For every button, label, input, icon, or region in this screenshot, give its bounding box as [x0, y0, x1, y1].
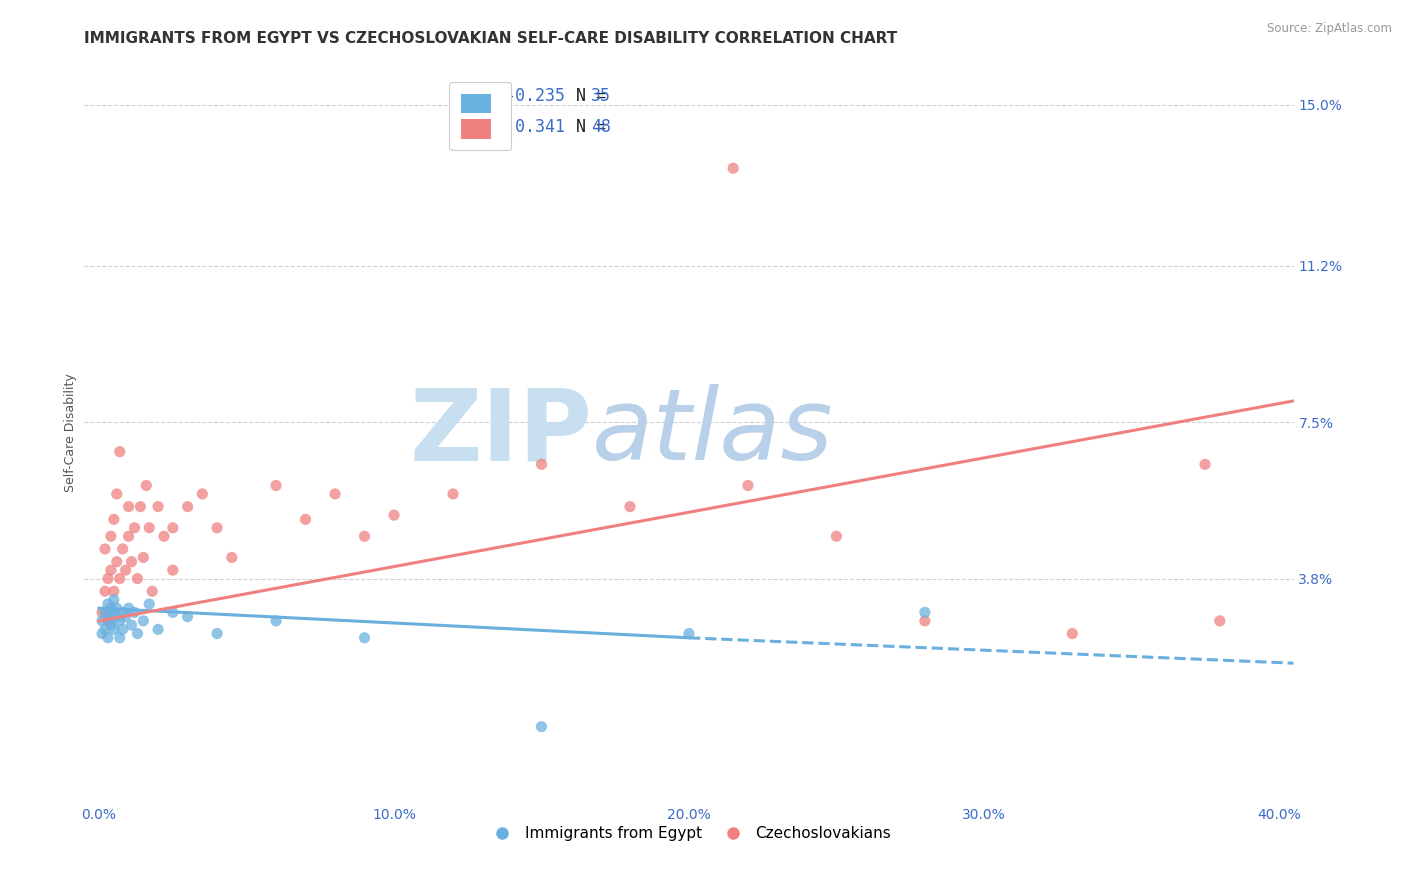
Point [91, 606, 114, 620]
Point [97, 597, 120, 611]
Point [294, 512, 316, 526]
Point [117, 529, 139, 543]
Legend: Immigrants from Egypt, Czechoslovakians: Immigrants from Egypt, Czechoslovakians [481, 820, 897, 847]
Point [105, 609, 128, 624]
Point [141, 584, 163, 599]
Point [153, 529, 176, 543]
Point [127, 626, 149, 640]
Point [205, 626, 228, 640]
Y-axis label: Self-Care Disability: Self-Care Disability [65, 373, 77, 492]
Point [108, 614, 131, 628]
Point [146, 623, 169, 637]
Point [1209, 614, 1232, 628]
Point [914, 606, 936, 620]
Point [353, 631, 375, 645]
Point [441, 487, 464, 501]
Point [114, 609, 136, 624]
Point [97, 609, 120, 624]
Point [825, 529, 848, 543]
Point [97, 614, 120, 628]
Point [111, 541, 134, 556]
Point [264, 614, 287, 628]
Point [100, 563, 122, 577]
Point [121, 618, 143, 632]
Point [91, 614, 114, 628]
Text: ZIP: ZIP [409, 384, 592, 481]
Point [129, 500, 152, 514]
Point [162, 521, 184, 535]
Point [100, 529, 122, 543]
Point [117, 601, 139, 615]
Point [530, 720, 553, 734]
Text: atlas: atlas [592, 384, 834, 481]
Point [97, 572, 120, 586]
Point [162, 563, 184, 577]
Point [127, 572, 149, 586]
Point [94, 623, 117, 637]
Point [105, 601, 128, 615]
Text: N =: N = [555, 118, 616, 136]
Text: 0.341: 0.341 [505, 118, 565, 136]
Point [105, 555, 128, 569]
Text: -0.235: -0.235 [505, 87, 565, 105]
Point [111, 606, 134, 620]
Text: Source: ZipAtlas.com: Source: ZipAtlas.com [1267, 22, 1392, 36]
Text: N =: N = [555, 87, 616, 105]
Point [162, 606, 184, 620]
Text: 48: 48 [591, 118, 612, 136]
Point [94, 541, 117, 556]
Point [103, 592, 125, 607]
Point [121, 555, 143, 569]
Point [111, 623, 134, 637]
Point [103, 512, 125, 526]
Point [124, 521, 146, 535]
Point [94, 584, 117, 599]
Point [117, 500, 139, 514]
Text: 35: 35 [591, 87, 612, 105]
Point [91, 626, 114, 640]
Point [323, 487, 346, 501]
Point [103, 606, 125, 620]
Point [108, 631, 131, 645]
Point [114, 563, 136, 577]
Text: IMMIGRANTS FROM EGYPT VS CZECHOSLOVAKIAN SELF-CARE DISABILITY CORRELATION CHART: IMMIGRANTS FROM EGYPT VS CZECHOSLOVAKIAN… [84, 31, 897, 46]
Point [146, 500, 169, 514]
Point [737, 478, 759, 492]
Point [382, 508, 405, 522]
Point [1194, 458, 1216, 472]
Point [132, 550, 155, 565]
Point [914, 614, 936, 628]
Point [264, 478, 287, 492]
Point [138, 521, 160, 535]
Point [105, 487, 128, 501]
Point [108, 444, 131, 458]
Text: R =: R = [478, 118, 517, 136]
Point [94, 606, 117, 620]
Point [619, 500, 641, 514]
Point [108, 572, 131, 586]
Point [1062, 626, 1084, 640]
Point [135, 478, 157, 492]
Point [191, 487, 214, 501]
Point [176, 500, 198, 514]
Point [353, 529, 375, 543]
Point [97, 631, 120, 645]
Point [100, 618, 122, 632]
Point [132, 614, 155, 628]
Point [530, 458, 553, 472]
Point [221, 550, 243, 565]
Point [678, 626, 700, 640]
Text: R =: R = [478, 87, 517, 105]
Point [124, 606, 146, 620]
Point [138, 597, 160, 611]
Point [205, 521, 228, 535]
Point [103, 584, 125, 599]
Point [176, 609, 198, 624]
Point [721, 161, 744, 176]
Point [100, 614, 122, 628]
Point [100, 601, 122, 615]
Point [103, 623, 125, 637]
